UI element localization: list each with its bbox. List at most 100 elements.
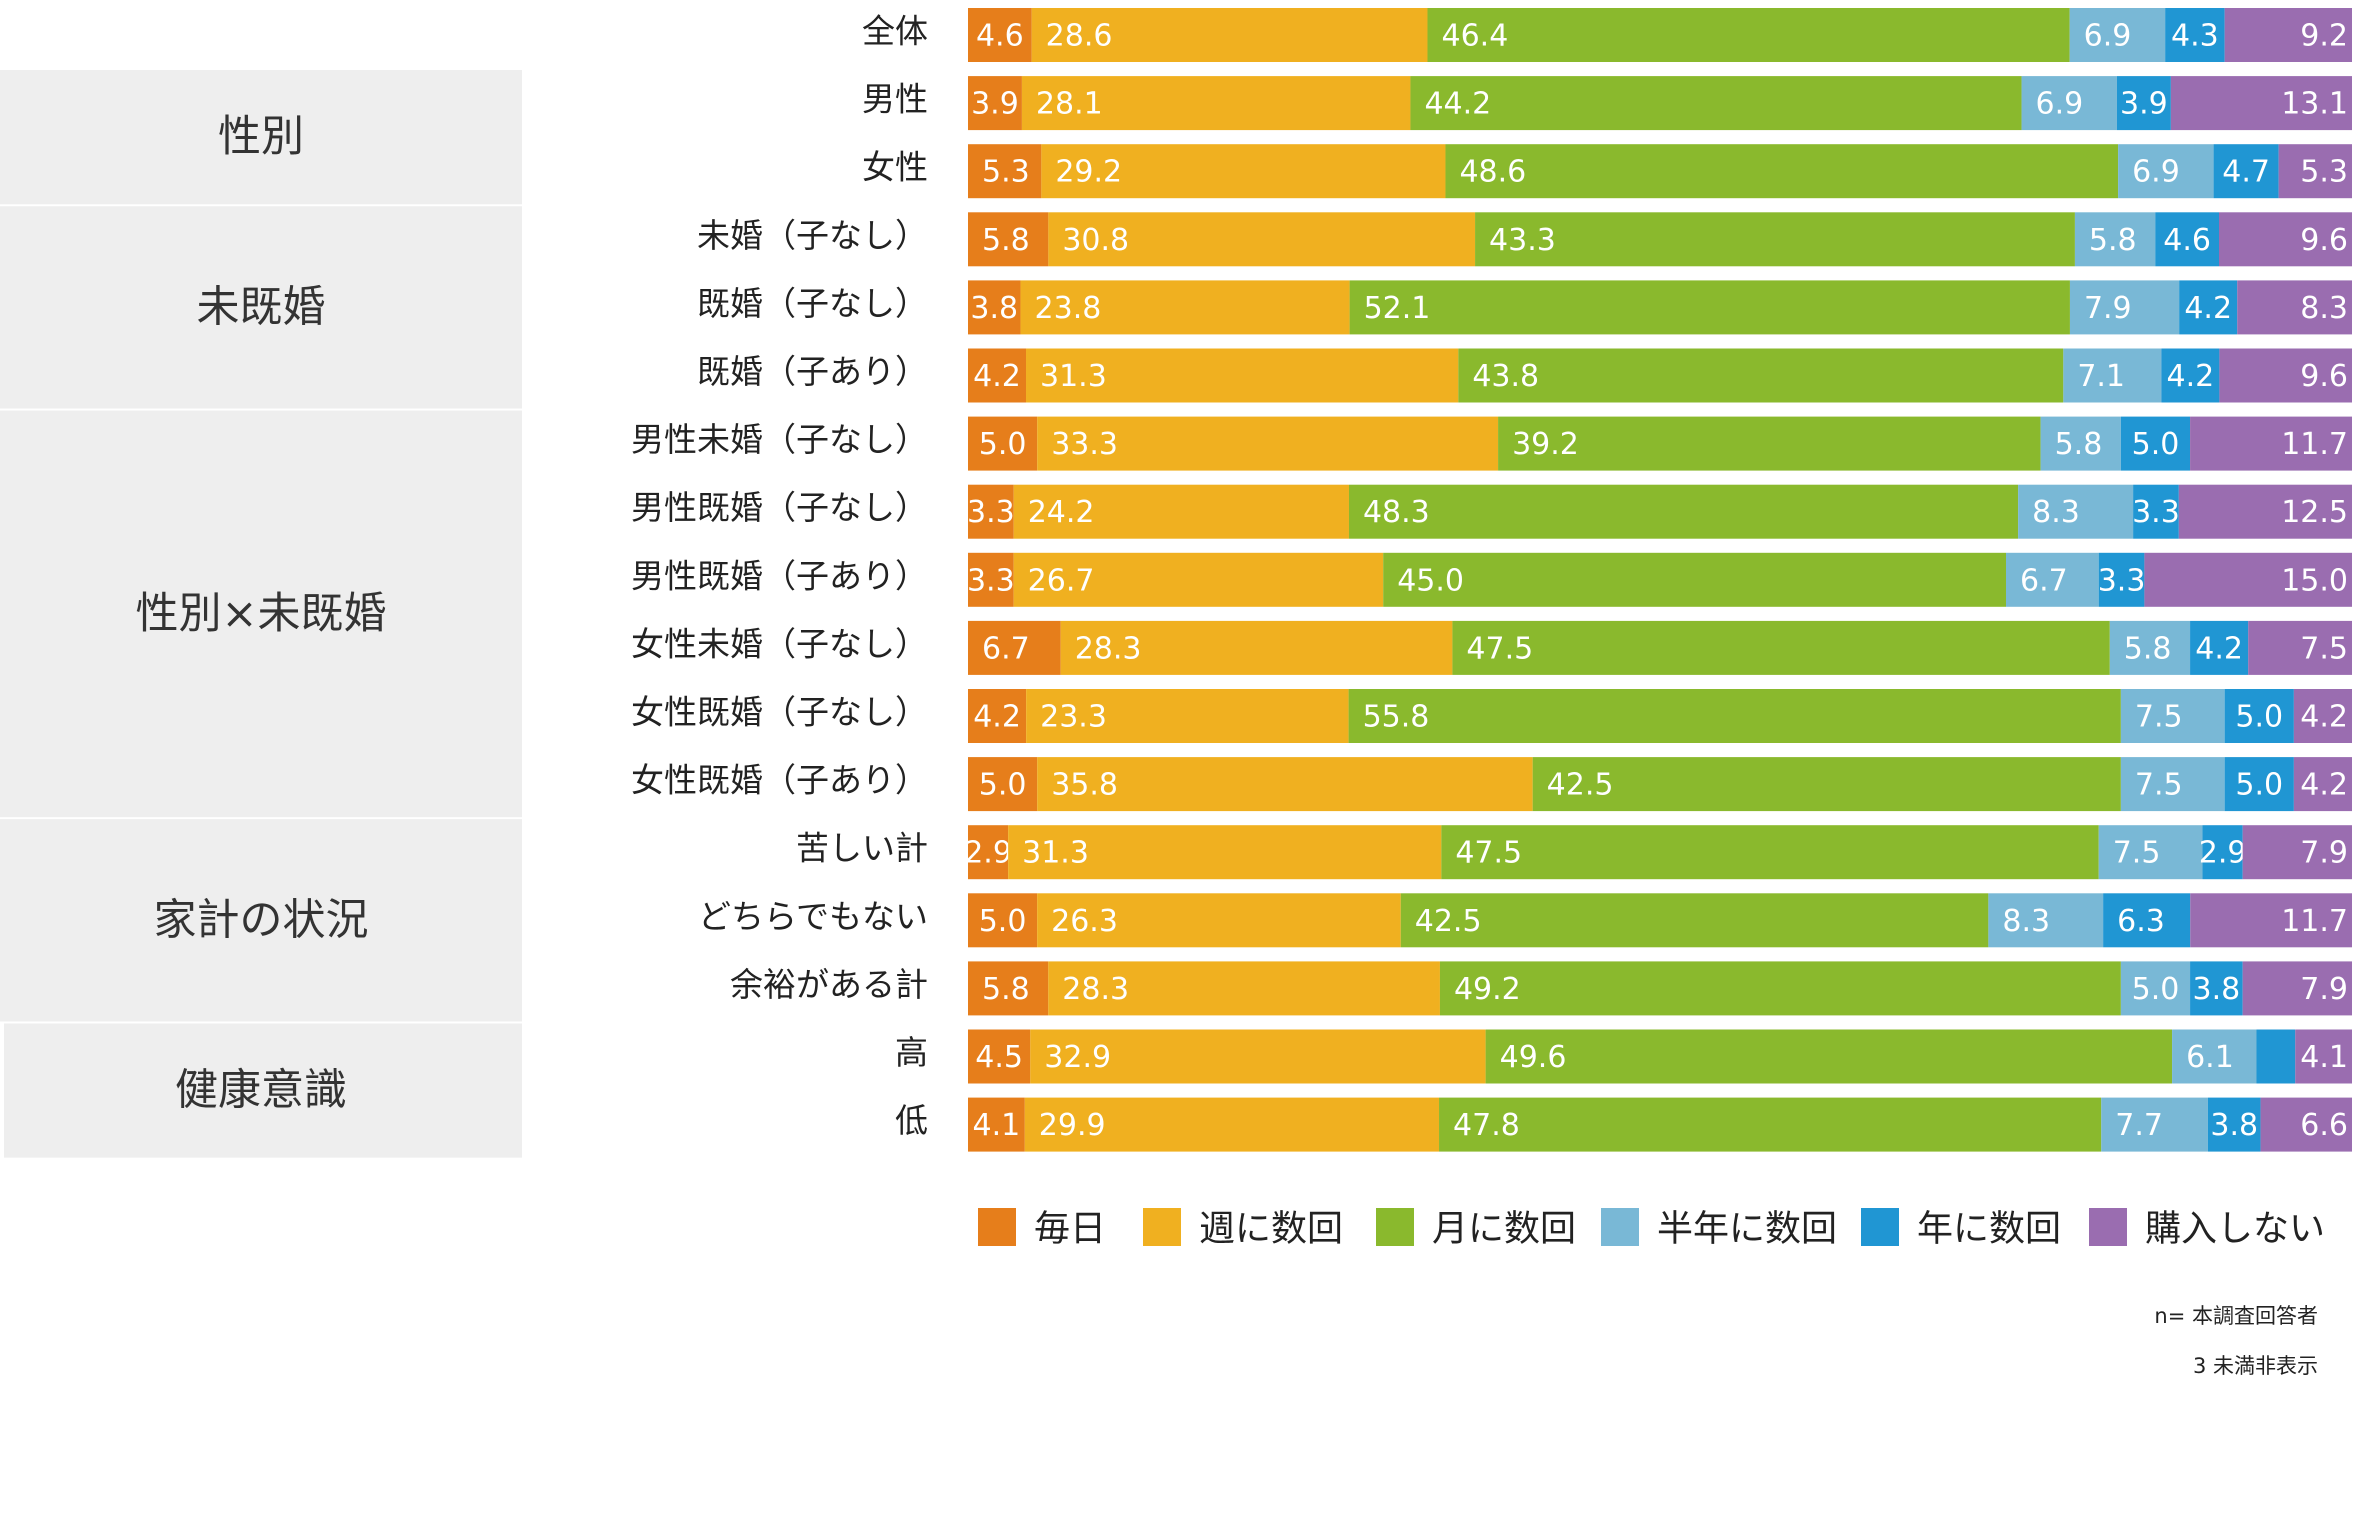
group-label: 性別×未既婚	[135, 589, 386, 639]
row-label: 未婚（子なし）	[697, 216, 928, 255]
data-label: 46.4	[1441, 19, 1508, 54]
data-label: 6.6	[2300, 1108, 2348, 1143]
data-label: 5.0	[979, 427, 1027, 462]
bar-segment	[2219, 212, 2352, 267]
bar-segment	[2293, 689, 2352, 743]
bar-segment	[1458, 348, 2064, 403]
data-label: 4.2	[2167, 359, 2215, 394]
bar-segment	[968, 484, 1014, 539]
data-label: 3.3	[2098, 563, 2146, 598]
data-label: 4.2	[2300, 768, 2348, 803]
legend: 毎日 週に数回 月に数回 半年に数回 年に数回 購入しない	[978, 1208, 2325, 1250]
data-label: 42.5	[1415, 904, 1482, 939]
row-label: 余裕がある計	[730, 965, 928, 1004]
bar-segment	[2213, 144, 2279, 199]
data-label: 6.9	[2132, 155, 2180, 190]
bar-segment	[2190, 893, 2352, 948]
data-label: 12.5	[2281, 495, 2348, 530]
group-panel	[0, 410, 522, 818]
data-label: 31.3	[1040, 359, 1107, 394]
data-label: 30.8	[1062, 223, 1129, 258]
data-label: 9.2	[2300, 19, 2348, 54]
data-label: 23.8	[1035, 291, 1102, 326]
data-label: 28.3	[1075, 631, 1142, 666]
bar-segment	[1439, 1097, 2102, 1152]
bar-segment	[2256, 1029, 2296, 1084]
data-label: 47.5	[1466, 631, 1533, 666]
bar-segment	[968, 757, 1038, 812]
bar-segment	[2120, 757, 2225, 812]
bar-segment	[2103, 893, 2191, 948]
bar-segment	[1037, 893, 1401, 948]
data-label: 7.5	[2135, 768, 2183, 803]
row-label: 既婚（子あり）	[697, 352, 928, 391]
group-panel	[0, 206, 522, 409]
bar-segment	[2278, 144, 2352, 199]
bar-segment	[2170, 76, 2352, 131]
row-label: 男性	[862, 80, 928, 119]
bar-segment	[2202, 825, 2243, 880]
row-label: 男性未婚（子なし）	[631, 420, 928, 459]
bar-segment	[968, 1029, 1031, 1084]
bar-segment	[2293, 757, 2352, 812]
bar-segment	[1008, 825, 1442, 880]
legend-swatch	[1601, 1208, 1639, 1246]
data-label: 28.1	[1036, 87, 1103, 122]
data-label: 11.7	[2281, 427, 2348, 462]
bar-segment	[1441, 825, 2099, 880]
data-label: 44.2	[1424, 87, 1491, 122]
data-label: 23.3	[1040, 700, 1107, 735]
bar-segment	[2069, 8, 2166, 62]
data-label: 3.9	[2120, 87, 2168, 122]
data-label: 24.2	[1028, 495, 1095, 530]
bar-segment	[1439, 961, 2121, 1016]
bar-segment	[1498, 416, 2041, 471]
data-label: 4.6	[2163, 223, 2211, 258]
data-label: 49.6	[1500, 1040, 1567, 1075]
bar-segment	[1026, 689, 1349, 743]
bar-segment	[1410, 76, 2022, 131]
data-label: 7.9	[2300, 972, 2348, 1007]
data-label: 5.8	[2055, 427, 2103, 462]
legend-label: 半年に数回	[1657, 1209, 1837, 1250]
data-label: 7.5	[2113, 836, 2161, 871]
bar-segment	[2179, 280, 2238, 335]
bar-segment	[1060, 620, 1453, 675]
data-label: 5.0	[2235, 768, 2283, 803]
data-label: 4.2	[2300, 700, 2348, 735]
bar-segment	[1013, 552, 1384, 607]
data-label: 5.0	[2132, 972, 2180, 1007]
data-label: 7.5	[2135, 700, 2183, 735]
group-panel	[0, 819, 522, 1022]
legend-swatch	[978, 1208, 1016, 1246]
data-label: 55.8	[1363, 700, 1430, 735]
row-label: どちらでもない	[698, 897, 928, 936]
bar-segment	[2098, 552, 2145, 607]
bar-segment	[2006, 552, 2099, 607]
data-label: 5.0	[979, 768, 1027, 803]
data-label: 29.9	[1039, 1108, 1106, 1143]
row-label: 女性既婚（子なし）	[631, 693, 928, 732]
data-label: 2.9	[2199, 836, 2247, 871]
data-label: 4.2	[973, 700, 1021, 735]
data-label: 13.1	[2281, 87, 2348, 122]
bar-segment	[2120, 416, 2191, 471]
data-label: 9.6	[2300, 223, 2348, 258]
data-label: 6.7	[982, 631, 1030, 666]
bar-segment	[968, 825, 1009, 880]
data-label: 47.5	[1455, 836, 1522, 871]
bar-segment	[968, 1097, 1025, 1152]
group-label: 未既婚	[197, 282, 326, 332]
bar-segment	[1445, 144, 2119, 199]
data-label: 4.3	[2171, 19, 2219, 54]
data-label: 47.8	[1453, 1108, 1520, 1143]
bar-segment	[2109, 620, 2191, 675]
bar-segment	[2295, 1029, 2352, 1084]
data-label: 4.2	[973, 359, 1021, 394]
bar-segment	[2155, 212, 2220, 267]
data-label: 4.2	[2195, 631, 2243, 666]
data-label: 6.7	[2020, 563, 2068, 598]
bar-segment	[2207, 1097, 2261, 1152]
